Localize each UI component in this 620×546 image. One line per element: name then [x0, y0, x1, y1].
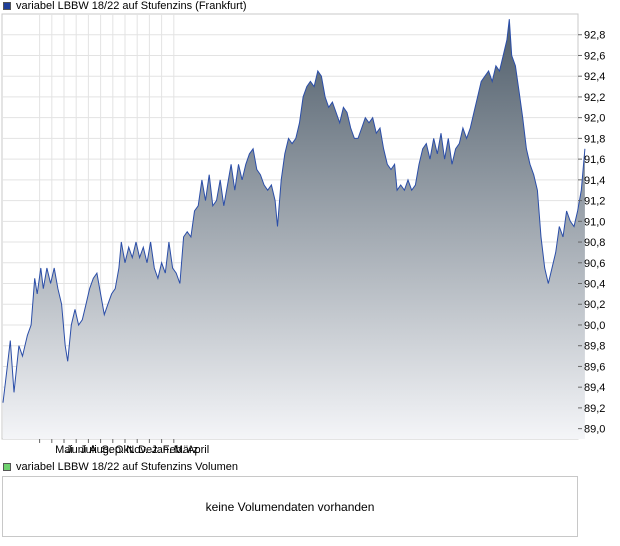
x-tick-label: Aug. — [89, 444, 112, 456]
y-tick-label: 90,8 — [584, 237, 605, 249]
y-tick-label: 90,0 — [584, 320, 605, 332]
x-tick-label: Okt. — [115, 444, 135, 456]
y-tick-label: 89,6 — [584, 361, 605, 373]
volume-empty-message: keine Volumendaten vorhanden — [205, 499, 375, 514]
price-area — [3, 19, 585, 439]
y-tick-label: 92,4 — [584, 71, 605, 83]
x-tick-label: Nov. — [126, 444, 148, 456]
y-tick-label: 91,0 — [584, 216, 605, 228]
y-tick-label: 92,2 — [584, 92, 605, 104]
price-legend-label: variabel LBBW 18/22 auf Stufenzins (Fran… — [16, 0, 247, 12]
volume-panel: keine Volumendaten vorhanden — [2, 476, 578, 537]
x-tick-label: Mai — [55, 444, 73, 456]
x-tick-label: März — [174, 444, 198, 456]
y-tick-label: 89,0 — [584, 424, 605, 436]
y-axis: 89,0 89,2 89,4 89,6 89,8 90,0 90,2 90,4 90,6 90,8… — [578, 30, 605, 436]
price-legend-swatch — [3, 2, 11, 10]
x-tick-label: Juli — [80, 444, 97, 456]
y-tick-label: 89,8 — [584, 341, 605, 353]
y-tick-label: 89,2 — [584, 403, 605, 415]
y-tick-label: 90,4 — [584, 279, 605, 291]
x-tick-label: Sep. — [101, 444, 124, 456]
y-tick-label: 91,8 — [584, 133, 605, 145]
x-tick-label: April — [187, 444, 209, 456]
price-chart: 89,0 89,2 89,4 89,6 89,8 90,0 90,2 90,4 90,6 90,8… — [1, 13, 605, 456]
price-legend: variabel LBBW 18/22 auf Stufenzins (Fran… — [3, 0, 247, 13]
x-tick-label: Dez. — [138, 444, 161, 456]
x-tick-label: Feb. — [163, 444, 185, 456]
y-tick-label: 92,6 — [584, 50, 605, 62]
volume-legend-label: variabel LBBW 18/22 auf Stufenzins Volum… — [16, 461, 238, 473]
y-tick-label: 89,4 — [584, 382, 605, 394]
y-tick-label: 92,0 — [584, 113, 605, 125]
y-tick-label: 90,2 — [584, 299, 605, 311]
volume-legend-swatch — [3, 463, 11, 471]
y-tick-label: 91,4 — [584, 175, 605, 187]
x-tick-label: Juni — [66, 444, 86, 456]
x-axis: MaiJuniJuliAug.Sep.Okt.Nov.Dez.Jan.Feb.M… — [39, 439, 209, 456]
x-tick-label: Jan. — [151, 444, 172, 456]
price-line — [2, 19, 586, 403]
y-tick-label: 90,6 — [584, 258, 605, 270]
y-tick-label: 91,2 — [584, 196, 605, 208]
y-tick-label: 91,6 — [584, 154, 605, 166]
y-tick-label: 92,8 — [584, 30, 605, 42]
volume-legend: variabel LBBW 18/22 auf Stufenzins Volum… — [3, 460, 238, 474]
